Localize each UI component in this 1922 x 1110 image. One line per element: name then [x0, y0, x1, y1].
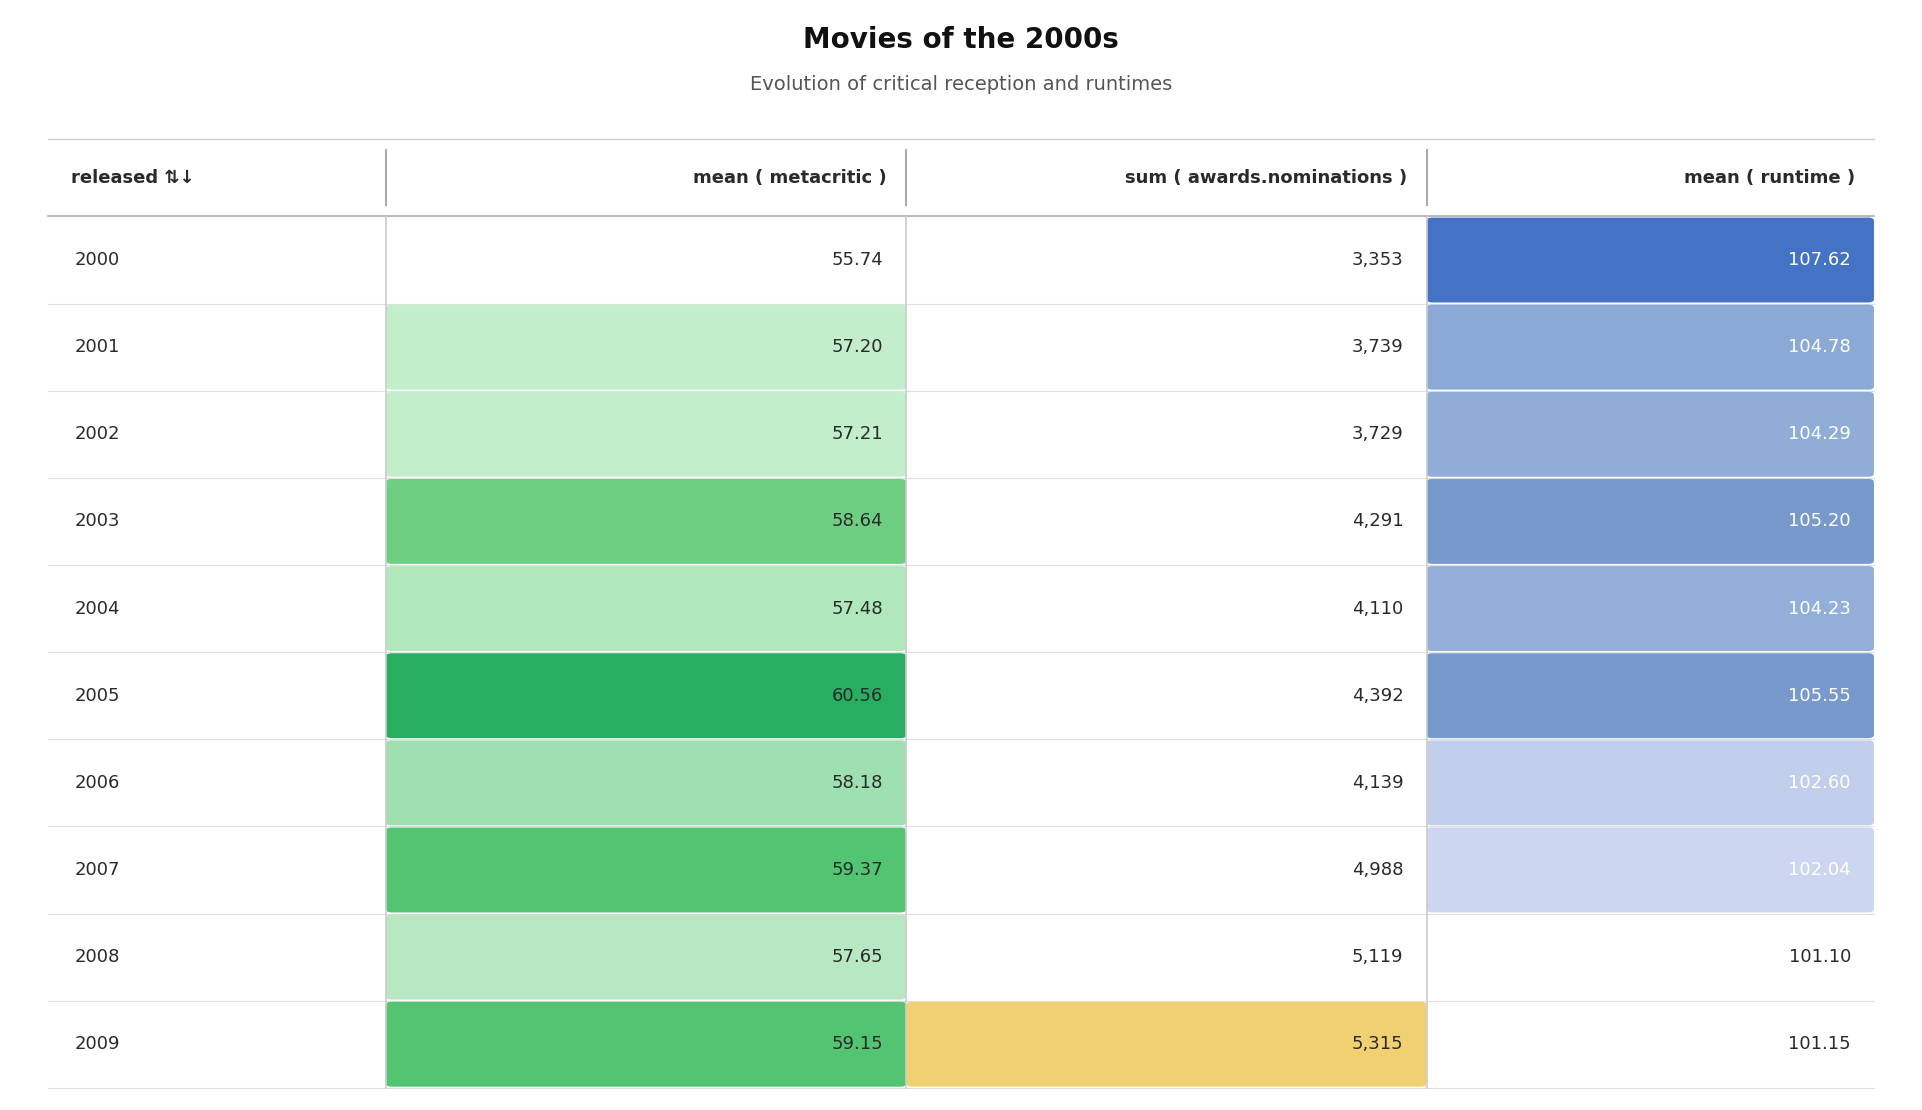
- Text: Evolution of critical reception and runtimes: Evolution of critical reception and runt…: [750, 74, 1172, 94]
- Text: 57.21: 57.21: [832, 425, 882, 443]
- Text: 102.60: 102.60: [1787, 774, 1851, 791]
- Text: 104.23: 104.23: [1787, 599, 1851, 617]
- FancyBboxPatch shape: [386, 480, 907, 564]
- Text: 57.65: 57.65: [832, 948, 882, 966]
- Text: released ⇅↓: released ⇅↓: [71, 169, 194, 186]
- Text: 4,988: 4,988: [1351, 861, 1403, 879]
- Text: 58.18: 58.18: [832, 774, 882, 791]
- Text: 105.20: 105.20: [1787, 513, 1851, 531]
- Text: 102.04: 102.04: [1787, 861, 1851, 879]
- Text: 2009: 2009: [75, 1036, 121, 1053]
- FancyBboxPatch shape: [907, 1001, 1426, 1087]
- Text: 2005: 2005: [75, 687, 121, 705]
- FancyBboxPatch shape: [1426, 653, 1874, 738]
- Text: 58.64: 58.64: [832, 513, 882, 531]
- FancyBboxPatch shape: [386, 653, 907, 738]
- Text: 2008: 2008: [75, 948, 121, 966]
- Text: 2006: 2006: [75, 774, 121, 791]
- Text: 4,392: 4,392: [1351, 687, 1403, 705]
- FancyBboxPatch shape: [1426, 305, 1874, 390]
- FancyBboxPatch shape: [386, 305, 907, 390]
- FancyBboxPatch shape: [386, 915, 907, 999]
- Text: 59.37: 59.37: [832, 861, 882, 879]
- Text: 55.74: 55.74: [832, 251, 882, 269]
- Text: 3,353: 3,353: [1351, 251, 1403, 269]
- Text: 57.48: 57.48: [832, 599, 882, 617]
- Text: 3,739: 3,739: [1351, 339, 1403, 356]
- FancyBboxPatch shape: [1426, 392, 1874, 477]
- Text: 2007: 2007: [75, 861, 121, 879]
- Text: 104.78: 104.78: [1787, 339, 1851, 356]
- Text: 3,729: 3,729: [1351, 425, 1403, 443]
- Text: 2001: 2001: [75, 339, 121, 356]
- FancyBboxPatch shape: [1426, 480, 1874, 564]
- Text: mean ( runtime ): mean ( runtime ): [1684, 169, 1855, 186]
- FancyBboxPatch shape: [386, 827, 907, 912]
- Text: 2003: 2003: [75, 513, 121, 531]
- Text: 105.55: 105.55: [1787, 687, 1851, 705]
- Text: 104.29: 104.29: [1787, 425, 1851, 443]
- Text: 2000: 2000: [75, 251, 121, 269]
- FancyBboxPatch shape: [386, 566, 907, 650]
- FancyBboxPatch shape: [1426, 566, 1874, 650]
- Text: 5,119: 5,119: [1351, 948, 1403, 966]
- Text: 4,139: 4,139: [1351, 774, 1403, 791]
- Text: 57.20: 57.20: [832, 339, 882, 356]
- Text: 2002: 2002: [75, 425, 121, 443]
- FancyBboxPatch shape: [1426, 218, 1874, 303]
- Text: 4,110: 4,110: [1353, 599, 1403, 617]
- FancyBboxPatch shape: [1426, 740, 1874, 825]
- Text: 2004: 2004: [75, 599, 121, 617]
- Text: 4,291: 4,291: [1351, 513, 1403, 531]
- Text: 101.10: 101.10: [1789, 948, 1851, 966]
- FancyBboxPatch shape: [386, 392, 907, 477]
- FancyBboxPatch shape: [1426, 827, 1874, 912]
- Text: sum ( awards.nominations ): sum ( awards.nominations ): [1124, 169, 1407, 186]
- Text: 5,315: 5,315: [1351, 1036, 1403, 1053]
- Text: 59.15: 59.15: [832, 1036, 882, 1053]
- Text: mean ( metacritic ): mean ( metacritic ): [694, 169, 888, 186]
- Text: 60.56: 60.56: [832, 687, 882, 705]
- Text: 107.62: 107.62: [1787, 251, 1851, 269]
- Text: Movies of the 2000s: Movies of the 2000s: [803, 26, 1119, 54]
- FancyBboxPatch shape: [386, 740, 907, 825]
- Text: 101.15: 101.15: [1787, 1036, 1851, 1053]
- FancyBboxPatch shape: [386, 1001, 907, 1087]
